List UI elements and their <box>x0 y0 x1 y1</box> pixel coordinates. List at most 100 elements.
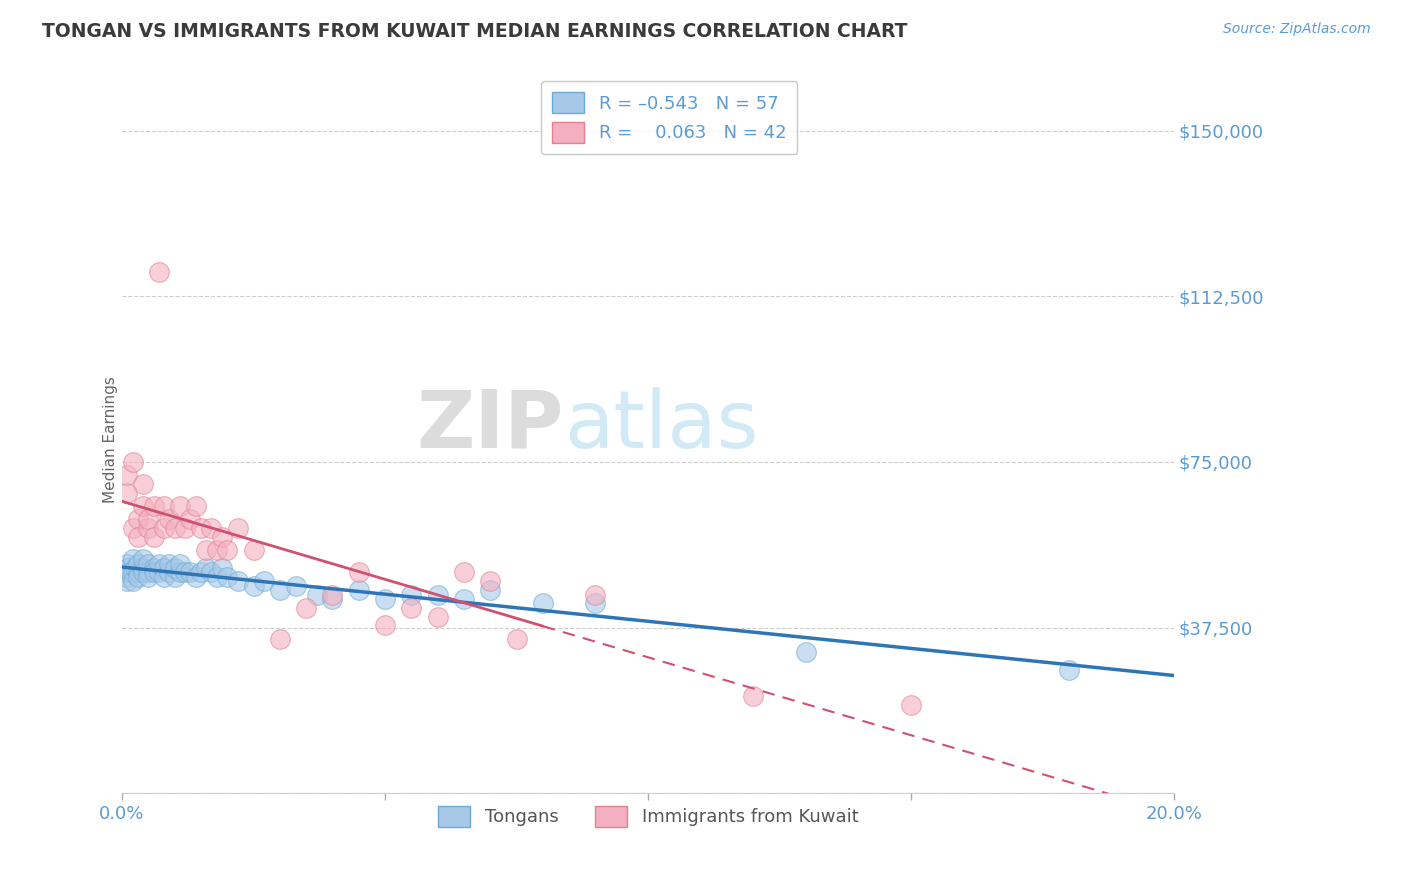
Point <box>138 521 160 535</box>
Point <box>200 521 222 535</box>
Point <box>148 557 170 571</box>
Point <box>242 579 264 593</box>
Point <box>142 499 165 513</box>
Point <box>174 521 197 535</box>
Point <box>117 574 139 589</box>
Point <box>117 468 139 483</box>
Point <box>374 618 396 632</box>
Point <box>453 591 475 606</box>
Point <box>205 543 228 558</box>
Point <box>114 566 136 580</box>
Point <box>169 499 191 513</box>
Point <box>347 583 370 598</box>
Point <box>142 530 165 544</box>
Point <box>211 561 233 575</box>
Point <box>195 543 218 558</box>
Point <box>217 570 239 584</box>
Point <box>226 521 249 535</box>
Point <box>184 570 207 584</box>
Point <box>401 600 423 615</box>
Point <box>190 566 212 580</box>
Point <box>121 552 143 566</box>
Point <box>305 587 328 601</box>
Legend: Tongans, Immigrants from Kuwait: Tongans, Immigrants from Kuwait <box>430 798 866 834</box>
Point <box>121 521 143 535</box>
Point <box>479 583 502 598</box>
Point <box>138 557 160 571</box>
Point <box>138 570 160 584</box>
Point <box>127 570 149 584</box>
Point <box>121 566 143 580</box>
Point <box>132 566 155 580</box>
Point <box>321 591 343 606</box>
Point <box>374 591 396 606</box>
Point <box>169 566 191 580</box>
Point <box>163 561 186 575</box>
Point <box>138 566 160 580</box>
Point <box>127 512 149 526</box>
Point <box>148 265 170 279</box>
Text: atlas: atlas <box>564 387 758 465</box>
Point <box>269 632 291 646</box>
Point <box>742 689 765 703</box>
Point <box>190 521 212 535</box>
Point <box>211 530 233 544</box>
Point <box>226 574 249 589</box>
Point <box>184 499 207 513</box>
Point <box>117 486 139 500</box>
Point <box>127 530 149 544</box>
Point <box>117 557 139 571</box>
Point <box>121 574 143 589</box>
Point <box>174 566 197 580</box>
Point <box>401 587 423 601</box>
Point <box>195 561 218 575</box>
Point <box>157 512 180 526</box>
Point <box>117 561 139 575</box>
Point <box>132 477 155 491</box>
Point <box>585 587 607 601</box>
Point <box>132 561 155 575</box>
Point <box>179 512 201 526</box>
Point <box>179 566 201 580</box>
Text: TONGAN VS IMMIGRANTS FROM KUWAIT MEDIAN EARNINGS CORRELATION CHART: TONGAN VS IMMIGRANTS FROM KUWAIT MEDIAN … <box>42 22 908 41</box>
Text: ZIP: ZIP <box>416 387 564 465</box>
Point <box>169 557 191 571</box>
Point <box>153 521 176 535</box>
Point <box>321 587 343 601</box>
Point <box>127 557 149 571</box>
Point <box>118 566 141 580</box>
Point <box>142 561 165 575</box>
Point <box>153 499 176 513</box>
Point <box>479 574 502 589</box>
Point <box>142 566 165 580</box>
Point <box>505 632 527 646</box>
Point <box>531 596 554 610</box>
Point <box>585 596 607 610</box>
Point <box>138 512 160 526</box>
Point <box>242 543 264 558</box>
Point <box>347 566 370 580</box>
Point <box>163 570 186 584</box>
Point <box>205 570 228 584</box>
Point <box>148 566 170 580</box>
Point <box>157 557 180 571</box>
Point <box>426 587 449 601</box>
Point <box>132 552 155 566</box>
Text: Source: ZipAtlas.com: Source: ZipAtlas.com <box>1223 22 1371 37</box>
Point <box>295 600 318 615</box>
Point <box>157 566 180 580</box>
Point <box>253 574 276 589</box>
Point <box>132 499 155 513</box>
Point <box>200 566 222 580</box>
Point <box>794 645 817 659</box>
Point <box>269 583 291 598</box>
Point <box>124 561 146 575</box>
Point <box>153 561 176 575</box>
Y-axis label: Median Earnings: Median Earnings <box>104 376 118 503</box>
Point <box>163 521 186 535</box>
Point <box>426 609 449 624</box>
Point <box>121 455 143 469</box>
Point <box>127 566 149 580</box>
Point <box>115 570 138 584</box>
Point <box>153 570 176 584</box>
